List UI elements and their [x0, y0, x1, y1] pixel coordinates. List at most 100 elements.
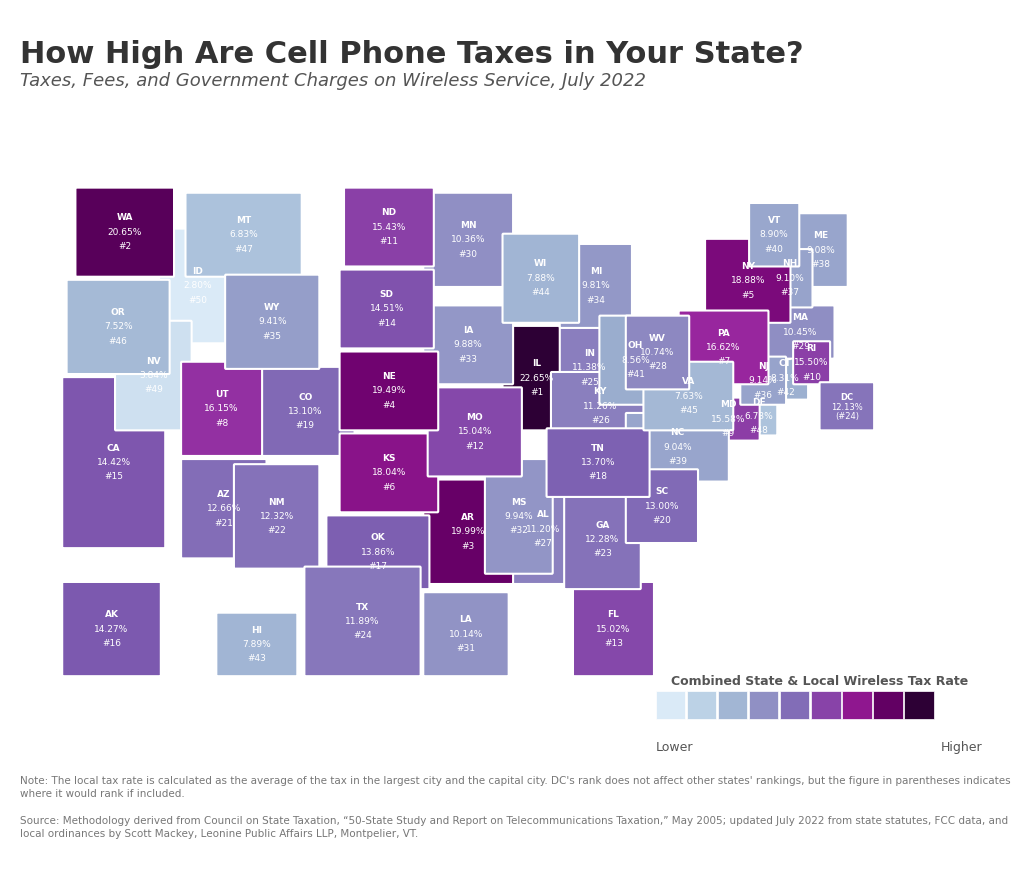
FancyBboxPatch shape [740, 398, 777, 436]
Text: WY: WY [264, 303, 281, 312]
Text: #19: #19 [296, 422, 314, 430]
FancyBboxPatch shape [696, 398, 760, 441]
Text: UT: UT [215, 390, 228, 399]
Text: 18.04%: 18.04% [372, 468, 407, 477]
Text: AL: AL [537, 511, 550, 519]
Text: IA: IA [463, 326, 473, 335]
Text: CO: CO [298, 392, 312, 401]
Text: #44: #44 [531, 288, 550, 297]
Text: #20: #20 [652, 516, 672, 525]
FancyBboxPatch shape [643, 362, 733, 430]
FancyBboxPatch shape [62, 582, 161, 676]
Text: 8.90%: 8.90% [760, 230, 788, 239]
Text: CT: CT [779, 359, 792, 369]
Text: #27: #27 [534, 539, 553, 548]
Text: 15.43%: 15.43% [372, 222, 407, 232]
Bar [904, 691, 934, 719]
FancyBboxPatch shape [762, 356, 808, 400]
Text: 8.56%: 8.56% [622, 355, 650, 364]
Text: AK: AK [104, 610, 119, 619]
Text: @TaxFoundation: @TaxFoundation [878, 855, 1004, 870]
FancyBboxPatch shape [185, 193, 302, 277]
Text: 9.81%: 9.81% [582, 281, 610, 290]
Text: 12.13%: 12.13% [830, 403, 863, 412]
FancyBboxPatch shape [340, 270, 434, 348]
Text: 10.74%: 10.74% [640, 348, 675, 357]
Text: #9: #9 [721, 429, 734, 438]
Bar [718, 691, 748, 719]
Text: Higher: Higher [941, 741, 983, 754]
Text: NH: NH [782, 259, 798, 268]
Text: #4: #4 [382, 400, 395, 410]
Text: 6.83%: 6.83% [229, 230, 258, 239]
Text: 22.65%: 22.65% [519, 374, 554, 383]
FancyBboxPatch shape [794, 341, 830, 385]
Text: 14.27%: 14.27% [94, 624, 129, 633]
Text: 13.70%: 13.70% [581, 458, 615, 467]
FancyBboxPatch shape [423, 305, 513, 385]
Text: #13: #13 [604, 639, 623, 648]
Bar [687, 691, 716, 719]
FancyBboxPatch shape [76, 188, 174, 277]
Text: #41: #41 [626, 370, 645, 379]
Text: #36: #36 [754, 391, 773, 400]
Text: 19.49%: 19.49% [372, 386, 407, 395]
FancyBboxPatch shape [551, 372, 649, 441]
FancyBboxPatch shape [233, 464, 319, 569]
FancyBboxPatch shape [423, 592, 509, 676]
Text: AR: AR [461, 513, 475, 522]
Text: DC: DC [841, 392, 853, 401]
FancyBboxPatch shape [794, 213, 848, 287]
Text: How High Are Cell Phone Taxes in Your State?: How High Are Cell Phone Taxes in Your St… [20, 40, 804, 69]
Text: 18.88%: 18.88% [730, 276, 765, 285]
FancyBboxPatch shape [256, 367, 354, 456]
Text: #21: #21 [214, 519, 233, 527]
FancyBboxPatch shape [679, 310, 768, 385]
FancyBboxPatch shape [225, 274, 319, 369]
Text: Lower: Lower [655, 741, 693, 754]
Text: MD: MD [720, 400, 736, 409]
Text: 14.42%: 14.42% [96, 458, 131, 467]
Text: #42: #42 [776, 388, 795, 397]
Text: 9.08%: 9.08% [806, 245, 835, 255]
FancyBboxPatch shape [547, 429, 649, 497]
Text: NE: NE [382, 372, 396, 381]
Text: #46: #46 [109, 337, 128, 346]
Text: #7: #7 [717, 357, 730, 366]
Text: #29: #29 [792, 342, 810, 351]
Text: IL: IL [531, 359, 541, 369]
Text: #40: #40 [765, 244, 783, 253]
Text: RI: RI [807, 344, 817, 353]
Text: IN: IN [584, 349, 595, 358]
Text: 15.04%: 15.04% [458, 428, 492, 437]
Bar [873, 691, 903, 719]
FancyBboxPatch shape [706, 239, 791, 323]
Text: #39: #39 [668, 457, 687, 466]
Bar [842, 691, 871, 719]
Text: VA: VA [682, 377, 695, 386]
Text: AZ: AZ [217, 490, 230, 499]
Text: #1: #1 [529, 388, 543, 397]
Text: #30: #30 [459, 250, 477, 258]
Text: #24: #24 [353, 632, 372, 640]
Text: MA: MA [793, 313, 809, 322]
Text: #2: #2 [118, 242, 131, 251]
FancyBboxPatch shape [159, 228, 236, 343]
Text: 10.14%: 10.14% [449, 630, 483, 639]
Text: #35: #35 [263, 332, 282, 340]
Text: SC: SC [655, 488, 669, 497]
Text: CA: CA [106, 444, 121, 452]
Text: 11.20%: 11.20% [526, 525, 560, 534]
Text: GA: GA [595, 520, 609, 529]
Text: 11.26%: 11.26% [583, 402, 617, 411]
Text: NM: NM [268, 497, 285, 506]
FancyBboxPatch shape [560, 244, 632, 328]
Text: WI: WI [535, 259, 548, 268]
Text: #22: #22 [267, 527, 286, 535]
Text: 19.99%: 19.99% [451, 527, 485, 536]
Text: SD: SD [380, 290, 393, 299]
Text: #23: #23 [593, 549, 612, 558]
Text: 9.10%: 9.10% [775, 273, 804, 283]
Text: 16.15%: 16.15% [205, 404, 239, 414]
FancyBboxPatch shape [340, 433, 438, 512]
